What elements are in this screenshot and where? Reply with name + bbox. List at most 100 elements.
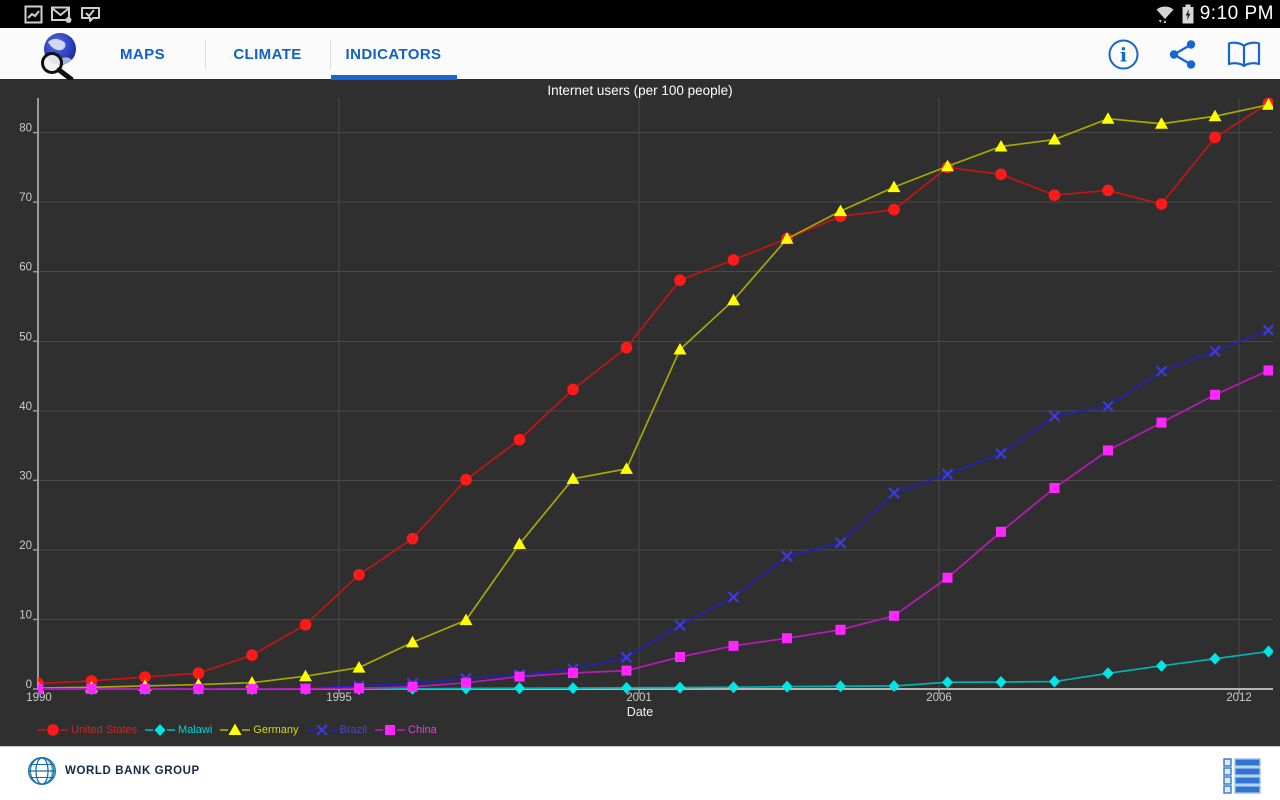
data-point-marker: [1262, 324, 1273, 336]
line-chart: 0 10 20 30 40 50 60 70 80 1990 1995 2001 2006 2012 Dat…: [19, 97, 1273, 719]
indicator-list-button[interactable]: [1222, 755, 1262, 795]
data-point-marker: [835, 624, 846, 635]
x-tick-label: 2001: [626, 692, 652, 704]
y-tick-label: 40: [19, 401, 32, 413]
series-malawi: [38, 645, 1273, 695]
data-point-marker: [228, 723, 242, 735]
data-point-marker: [459, 613, 473, 626]
series-united-states: [38, 97, 1273, 690]
task-check-icon: [81, 6, 100, 22]
legend-label: Malawi: [178, 724, 213, 736]
library-book-button[interactable]: [1226, 39, 1262, 70]
world-bank-brand: WORLD BANK GROUP: [26, 755, 200, 787]
chart-region: Internet users (per 100 people) 0 10 20 30 4…: [0, 80, 1280, 746]
data-point-marker: [192, 667, 205, 680]
legend-marker: [306, 724, 337, 736]
data-point-marker: [781, 680, 793, 693]
data-point-marker: [299, 618, 312, 631]
data-point-marker: [299, 669, 312, 682]
data-point-marker: [407, 681, 418, 692]
data-point-marker: [514, 682, 525, 695]
data-point-marker: [1209, 345, 1221, 358]
y-tick-label: 60: [19, 262, 32, 274]
y-tick-label: 70: [19, 192, 32, 204]
data-point-marker: [385, 725, 396, 735]
data-point-marker: [38, 684, 43, 694]
data-point-marker: [461, 677, 471, 688]
chart-legend: United States Malawi Germany Brazil China: [38, 723, 437, 737]
data-point-marker: [353, 568, 365, 581]
data-point-marker: [567, 682, 579, 695]
data-point-marker: [888, 203, 900, 216]
data-point-marker: [246, 649, 258, 661]
data-point-marker: [1155, 117, 1168, 129]
data-point-marker: [154, 724, 166, 736]
data-point-marker: [620, 651, 633, 664]
data-point-marker: [835, 680, 846, 693]
active-tab-underline: [331, 75, 457, 80]
data-point-marker: [621, 665, 632, 676]
app-logo-globe-magnifier-icon: [41, 33, 76, 80]
y-tick-label: 0: [26, 679, 32, 691]
data-point-marker: [247, 683, 257, 694]
legend-label: Brazil: [339, 724, 368, 736]
x-tick-label: 2006: [926, 692, 952, 704]
battery-charging-icon: [1182, 4, 1194, 24]
data-point-marker: [941, 468, 954, 481]
data-point-marker: [887, 180, 901, 193]
data-point-marker: [942, 676, 953, 689]
y-tick-label: 80: [19, 123, 32, 135]
tab-indicators[interactable]: INDICATORS: [345, 45, 442, 63]
tab-climate[interactable]: CLIMATE: [233, 45, 302, 63]
series-germany: [38, 98, 1273, 694]
data-point-marker: [568, 668, 578, 679]
x-tick-label: 1990: [26, 692, 52, 704]
footer-bar: WORLD BANK GROUP: [0, 746, 1280, 800]
data-point-marker: [727, 591, 740, 603]
data-point-marker: [1210, 389, 1220, 400]
status-bar: 9:10 PM: [0, 0, 1280, 28]
tab-separator: [330, 39, 331, 69]
data-point-marker: [354, 683, 364, 694]
data-point-marker: [1102, 184, 1114, 197]
x-axis-title: Date: [627, 705, 653, 719]
data-point-marker: [1208, 109, 1222, 122]
data-point-marker: [941, 159, 954, 172]
data-point-marker: [673, 342, 687, 355]
data-point-marker: [995, 676, 1007, 689]
share-button[interactable]: [1167, 39, 1198, 70]
data-point-marker: [1155, 198, 1168, 210]
info-button[interactable]: i: [1108, 39, 1139, 70]
data-point-marker: [300, 683, 311, 694]
data-point-marker: [193, 683, 204, 694]
data-point-marker: [1048, 410, 1061, 423]
data-point-marker: [674, 681, 686, 694]
list-icon: [1223, 758, 1261, 794]
data-point-marker: [86, 684, 97, 694]
data-point-marker: [406, 532, 419, 545]
data-point-marker: [782, 633, 792, 644]
data-point-marker: [139, 671, 151, 683]
svg-text:i: i: [1120, 44, 1127, 66]
data-point-marker: [1155, 365, 1168, 378]
data-point-marker: [1156, 417, 1167, 428]
series-line: [38, 329, 1269, 690]
series-line: [38, 369, 1269, 690]
email-icon: [51, 6, 72, 23]
tab-maps[interactable]: MAPS: [120, 45, 165, 63]
y-tick-label: 20: [19, 540, 32, 552]
data-point-marker: [834, 537, 847, 549]
data-point-marker: [780, 232, 794, 244]
data-point-marker: [406, 635, 419, 648]
series-brazil: [38, 324, 1273, 695]
data-point-marker: [675, 652, 685, 663]
data-point-marker: [1102, 400, 1114, 413]
data-point-marker: [1262, 98, 1273, 110]
legend-label: China: [408, 724, 437, 736]
data-point-marker: [1263, 365, 1273, 376]
data-point-marker: [1263, 645, 1273, 658]
chart-title: Internet users (per 100 people): [547, 83, 733, 98]
y-tick-label: 30: [19, 470, 32, 482]
data-point-marker: [514, 671, 525, 682]
data-point-marker: [47, 724, 59, 736]
